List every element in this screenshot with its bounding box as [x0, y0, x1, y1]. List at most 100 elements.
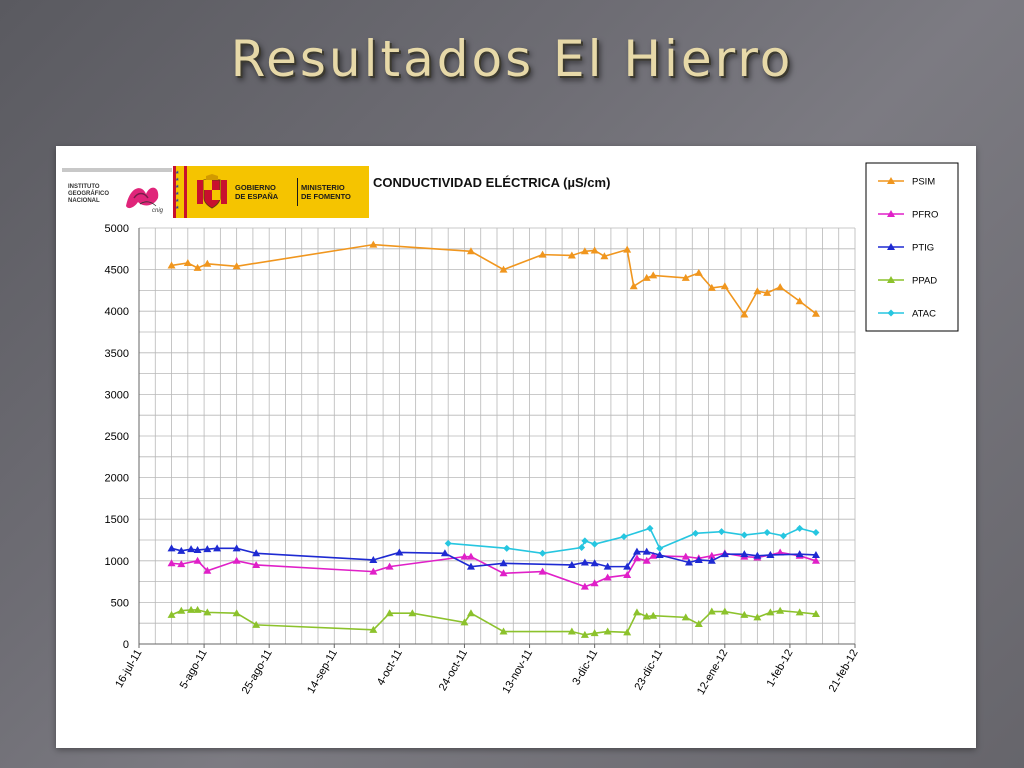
data-point-psim: [811, 309, 820, 317]
data-point-ptig: [590, 559, 599, 567]
data-point-psim: [193, 263, 202, 271]
data-point-psim: [649, 271, 658, 279]
gobierno-logo: ★ ★ ★ ★ ★ ★ GOBIERNO DE ESPAÑA MINISTERIO DE …: [173, 166, 369, 218]
data-point-pfro: [252, 560, 261, 568]
y-tick-label: 0: [123, 639, 129, 651]
x-tick-label: 25-ago-11: [240, 648, 275, 697]
y-tick-label: 500: [111, 597, 129, 609]
data-point-ppad: [499, 627, 508, 635]
data-point-ptig: [252, 549, 261, 557]
x-tick-label: 3-dic-11: [570, 648, 600, 688]
data-point-ppad: [632, 608, 641, 616]
legend-label-ppad: PPAD: [912, 276, 937, 287]
data-point-pfro: [580, 582, 589, 590]
data-point-ppad: [740, 610, 749, 618]
data-point-pfro: [811, 556, 820, 564]
data-point-ptig: [580, 558, 589, 566]
data-point-pfro: [385, 562, 394, 570]
eu-stars-icon: ★ ★ ★ ★ ★ ★: [175, 170, 180, 211]
slide-title: Resultados El Hierro: [230, 30, 794, 88]
data-point-ptig: [720, 550, 729, 558]
x-tick-label: 4-oct-11: [375, 648, 405, 688]
data-point-ptig: [655, 550, 664, 558]
data-point-ppad: [466, 609, 475, 617]
data-point-pfro: [177, 560, 186, 568]
x-tick-label: 5-ago-11: [178, 648, 210, 691]
data-point-ptig: [466, 562, 475, 570]
data-point-ppad: [460, 618, 469, 626]
data-point-ppad: [369, 625, 378, 633]
data-point-ppad: [385, 609, 394, 617]
legend-label-atac: ATAC: [912, 309, 936, 320]
data-point-psim: [642, 273, 651, 281]
x-tick-label: 23-dic-11: [632, 648, 665, 693]
series-line-ptig: [171, 547, 816, 568]
data-point-psim: [203, 259, 212, 267]
y-tick-label: 2000: [105, 473, 129, 485]
gobierno-line2: DE ESPAÑA: [235, 192, 279, 201]
data-point-ppad: [766, 608, 775, 616]
data-point-ptig: [177, 546, 186, 554]
data-point-pfro: [623, 570, 632, 578]
data-point-ptig: [811, 550, 820, 558]
x-tick-label: 13-nov-11: [500, 648, 535, 696]
data-point-pfro: [460, 552, 469, 560]
data-point-ptig: [685, 558, 694, 566]
data-point-pfro: [590, 579, 599, 587]
data-point-atac: [812, 529, 820, 537]
conductivity-chart: CONDUCTIVIDAD ELÉCTRICA (µS/cm) 0 500 1000…: [105, 162, 959, 697]
data-point-pfro: [632, 554, 641, 562]
data-point-ppad: [753, 613, 762, 621]
logo-separator: [297, 178, 298, 206]
data-point-atac: [578, 543, 586, 551]
data-point-psim: [600, 252, 609, 260]
data-point-atac: [692, 529, 700, 537]
ign-tag: cnig: [152, 208, 164, 214]
data-point-ppad: [252, 620, 261, 628]
data-point-pfro: [466, 552, 475, 560]
data-point-ppad: [187, 605, 196, 613]
data-point-psim: [567, 251, 576, 259]
x-tick-label: 12-ene-12: [695, 648, 730, 697]
data-point-psim: [538, 250, 547, 258]
data-point-pfro: [369, 567, 378, 575]
data-point-pfro: [776, 548, 785, 556]
data-point-psim: [753, 287, 762, 295]
data-point-ptig: [795, 550, 804, 558]
data-point-ppad: [707, 607, 716, 615]
data-point-psim: [681, 273, 690, 281]
data-point-psim: [795, 297, 804, 305]
y-tick-label: 3000: [105, 389, 129, 401]
data-point-ptig: [232, 544, 241, 552]
data-point-ptig: [440, 549, 449, 557]
data-point-ptig: [167, 544, 176, 552]
data-point-atac: [591, 540, 599, 548]
data-point-ppad: [567, 627, 576, 635]
data-point-ppad: [590, 629, 599, 637]
y-tick-label: 3500: [105, 348, 129, 360]
data-point-atac: [539, 549, 547, 557]
ign-logo: INSTITUTO GEOGRÁFICO NACIONAL cnig: [62, 168, 172, 220]
legend-marker-ptig: [887, 243, 895, 250]
data-point-psim: [707, 283, 716, 291]
data-point-ptig: [213, 544, 222, 552]
data-point-psim: [776, 283, 785, 291]
data-point-psim: [590, 246, 599, 254]
data-point-ppad: [720, 607, 729, 615]
data-point-atac: [656, 544, 664, 552]
data-point-atac: [718, 528, 726, 536]
data-point-psim: [183, 258, 192, 266]
data-point-pfro: [167, 559, 176, 567]
data-point-ptig: [707, 556, 716, 564]
legend-marker-atac: [887, 309, 895, 317]
data-point-ppad: [811, 610, 820, 618]
data-point-pfro: [538, 567, 547, 575]
data-point-ptig: [567, 560, 576, 568]
gobierno-text: GOBIERNO DE ESPAÑA: [235, 183, 295, 201]
data-point-ppad: [167, 610, 176, 618]
data-point-pfro: [681, 552, 690, 560]
data-point-psim: [720, 282, 729, 290]
x-tick-label: 16-jul-11: [113, 648, 144, 690]
data-point-atac: [779, 532, 787, 540]
data-point-ptig: [753, 551, 762, 559]
